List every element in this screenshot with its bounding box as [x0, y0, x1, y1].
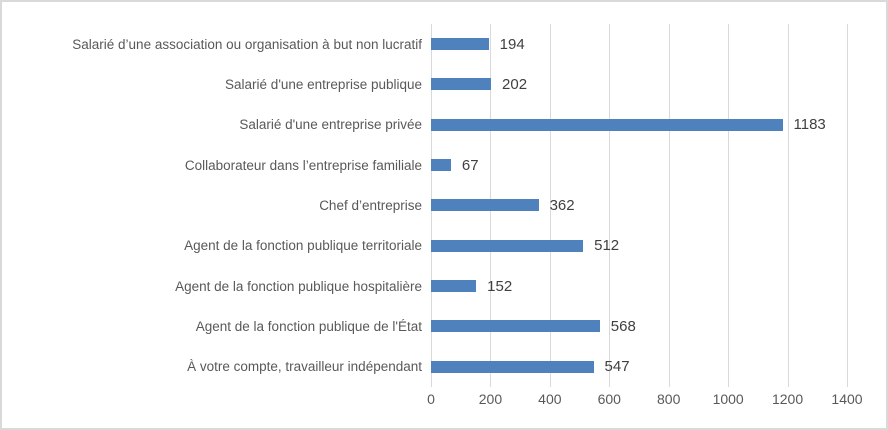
- bar-row: 202: [431, 64, 847, 104]
- category-label: Agent de la fonction publique territoria…: [184, 238, 422, 254]
- category-label: À votre compte, travailleur indépendant: [187, 359, 422, 375]
- value-label: 547: [604, 358, 630, 376]
- x-tick-label: 1400: [831, 391, 863, 407]
- category-labels: Salarié d’une association ou organisatio…: [2, 24, 431, 387]
- bar: [431, 118, 783, 131]
- bar-row: 512: [431, 226, 847, 266]
- x-tick-label: 0: [427, 391, 435, 407]
- bar-row: 547: [431, 347, 847, 387]
- category-label: Collaborateur dans l’entreprise familial…: [184, 157, 422, 173]
- category-label: Agent de la fonction publique de l'État: [195, 318, 422, 334]
- bar-row: 67: [431, 145, 847, 185]
- gridline: [728, 24, 730, 387]
- bar: [431, 239, 584, 252]
- x-tick-label: 200: [478, 391, 503, 407]
- category-label: Salarié d’une association ou organisatio…: [72, 36, 422, 52]
- category-label: Salarié d'une entreprise publique: [225, 76, 422, 92]
- category-label: Agent de la fonction publique hospitaliè…: [175, 278, 422, 294]
- bar: [431, 360, 594, 373]
- value-label: 67: [461, 156, 479, 174]
- bar-row: 362: [431, 185, 847, 225]
- x-tick-label: 1200: [771, 391, 804, 407]
- bar: [431, 280, 477, 293]
- gridline: [847, 24, 848, 387]
- value-label: 152: [487, 277, 513, 295]
- bar: [431, 320, 600, 333]
- bar: [431, 78, 492, 91]
- gridline: [787, 24, 789, 387]
- bar: [431, 38, 489, 51]
- value-label: 202: [502, 75, 528, 93]
- value-label: 194: [499, 35, 525, 53]
- plot-area: 194 202 1183 67 362 512 152 568 547: [431, 24, 848, 387]
- bar-row: 194: [431, 24, 847, 64]
- gridline: [549, 24, 551, 387]
- x-axis: 0 200 400 600 800 1000 1200 1400: [427, 391, 862, 411]
- x-tick-label: 800: [657, 391, 681, 407]
- value-label: 512: [594, 237, 620, 255]
- bar-row: 152: [431, 266, 847, 306]
- x-tick-label: 1000: [712, 391, 744, 407]
- bar: [431, 159, 451, 172]
- bar-row: 568: [431, 306, 847, 346]
- value-label: 568: [610, 317, 636, 335]
- category-label: Chef d’entreprise: [319, 197, 422, 213]
- value-label: 1183: [793, 116, 826, 134]
- x-tick-label: 600: [597, 391, 621, 407]
- bar-row: 1183: [431, 105, 847, 145]
- x-tick-label: 400: [538, 391, 562, 407]
- value-label: 362: [549, 196, 575, 214]
- category-label: Salarié d'une entreprise privée: [239, 117, 422, 133]
- gridline: [668, 24, 670, 387]
- gridline: [609, 24, 611, 387]
- bar: [431, 199, 539, 212]
